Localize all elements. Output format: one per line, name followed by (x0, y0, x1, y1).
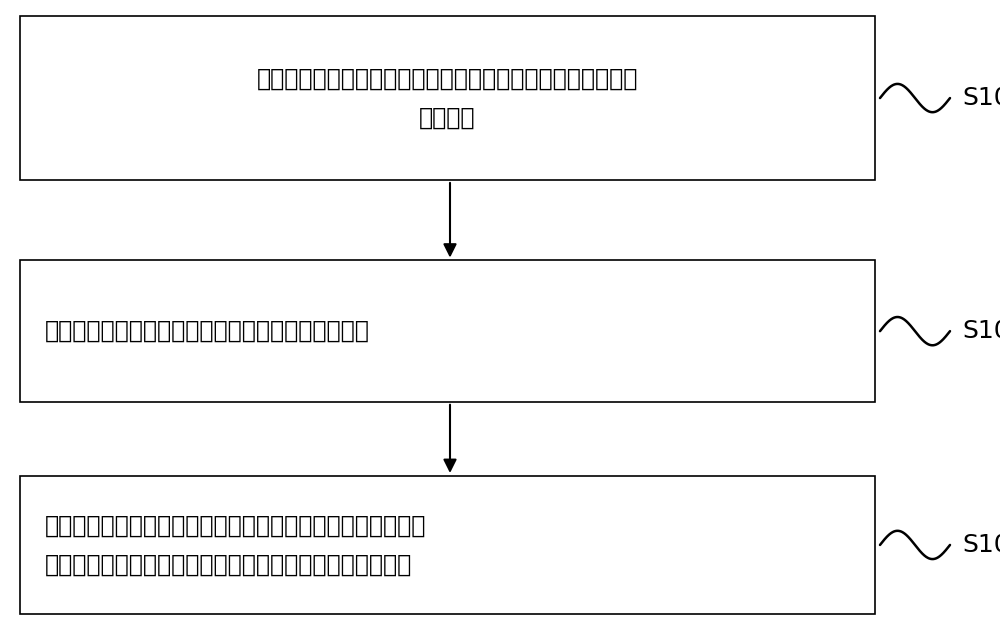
FancyBboxPatch shape (20, 16, 875, 180)
Text: S101: S101 (962, 86, 1000, 110)
Text: 对摄像机采集的原始图像进行图像处理，获取待检测的工业机
械的图像: 对摄像机采集的原始图像进行图像处理，获取待检测的工业机 械的图像 (257, 66, 638, 130)
Text: 提取所述待检测的工业机械的图像中每个轮廓的特征: 提取所述待检测的工业机械的图像中每个轮廓的特征 (45, 319, 370, 343)
FancyBboxPatch shape (20, 260, 875, 402)
FancyBboxPatch shape (20, 476, 875, 614)
Text: S103: S103 (962, 533, 1000, 557)
Text: S102: S102 (962, 319, 1000, 343)
Text: 将所述待检测的工业机械的图像中各个轮廓的特征输入至故障
检测模型，输出所述待检测的工业机械对应的故障检测结果: 将所述待检测的工业机械的图像中各个轮廓的特征输入至故障 检测模型，输出所述待检测… (45, 513, 426, 577)
